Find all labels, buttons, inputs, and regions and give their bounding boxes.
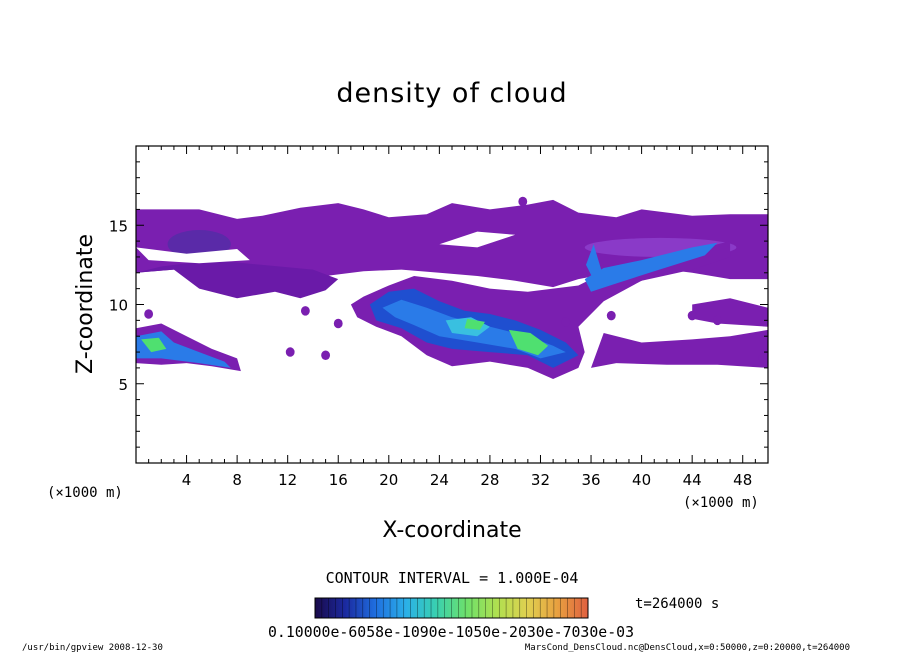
cloud-central-green-2 bbox=[464, 318, 485, 330]
x-tick-label: 32 bbox=[531, 471, 550, 489]
x-tick-label: 8 bbox=[232, 471, 242, 489]
y-axis-ticks: 5 10 15 bbox=[109, 161, 768, 448]
x-axis-unit-left: (×1000 m) bbox=[47, 485, 123, 501]
footer-left: /usr/bin/gpview 2008-12-30 bbox=[22, 643, 163, 653]
x-tick-label: 20 bbox=[379, 471, 398, 489]
cloud-fleck bbox=[687, 310, 697, 321]
y-tick-label: 15 bbox=[109, 217, 128, 235]
cloud-fleck bbox=[758, 353, 768, 364]
x-tick-label: 48 bbox=[733, 471, 752, 489]
x-tick-label: 4 bbox=[182, 471, 192, 489]
gap bbox=[439, 231, 516, 248]
y-axis-label: Z-coordinate bbox=[73, 234, 98, 374]
x-tick-label: 12 bbox=[278, 471, 297, 489]
colorbar-labels: 0.10000e-6058e-1090e-1050e-2030e-7030e-0… bbox=[268, 623, 634, 641]
x-tick-label: 24 bbox=[430, 471, 449, 489]
cloud-fleck bbox=[144, 309, 154, 319]
cloud-plume bbox=[586, 244, 602, 283]
colorbar-stripes bbox=[321, 598, 582, 618]
x-tick-label: 28 bbox=[480, 471, 499, 489]
cloud-streak bbox=[584, 242, 718, 292]
x-tick-label: 40 bbox=[632, 471, 651, 489]
y-tick-label: 10 bbox=[109, 297, 128, 315]
y-tick-label: 5 bbox=[118, 376, 128, 394]
gap bbox=[136, 247, 250, 264]
cloud-fleck bbox=[333, 318, 343, 329]
cloud-central-green bbox=[508, 329, 549, 356]
cloud-right-lower bbox=[591, 329, 768, 368]
x-axis-ticks: 4 8 12 16 20 24 28 32 36 40 44 48 bbox=[148, 146, 756, 489]
cloud-fleck bbox=[285, 347, 295, 357]
x-axis-label: X-coordinate bbox=[382, 518, 521, 543]
x-tick-label: 16 bbox=[329, 471, 348, 489]
cloud-left-green bbox=[141, 337, 167, 353]
x-tick-label: 36 bbox=[581, 471, 600, 489]
cloud-lower-band bbox=[136, 260, 339, 299]
x-axis-unit-right: (×1000 m) bbox=[683, 495, 759, 511]
cloud-fleck bbox=[518, 196, 528, 207]
contour-interval: CONTOUR INTERVAL = 1.000E-04 bbox=[326, 569, 579, 587]
cloud-fleck bbox=[321, 350, 331, 360]
cloud-fleck bbox=[606, 310, 616, 321]
chart-title: density of cloud bbox=[336, 78, 567, 109]
cloud-fleck bbox=[713, 315, 722, 326]
x-tick-label: 44 bbox=[683, 471, 702, 489]
cloud-fleck bbox=[561, 317, 571, 327]
footer-right: MarsCond_DensCloud.nc@DensCloud,x=0:5000… bbox=[525, 643, 850, 653]
time-label: t=264000 s bbox=[635, 596, 719, 612]
cloud-density-field bbox=[136, 196, 768, 379]
cloud-right-mid bbox=[692, 298, 768, 327]
cloud-fleck bbox=[300, 306, 310, 316]
